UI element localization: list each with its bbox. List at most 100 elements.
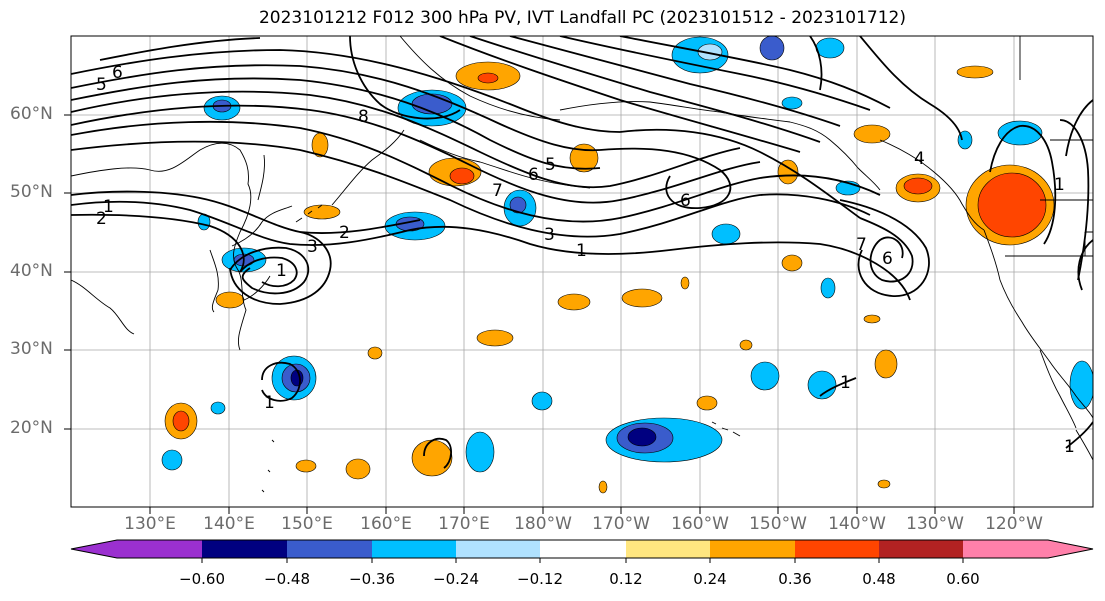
lat-label: 40°N <box>10 261 53 281</box>
positive-anomaly <box>739 339 753 351</box>
colorbar-bin <box>626 540 710 558</box>
positive-anomaly <box>345 458 371 480</box>
positive-anomaly <box>863 314 881 324</box>
contour-label: 7 <box>492 181 503 201</box>
contour-label: 1 <box>276 261 287 281</box>
colorbar-bin <box>372 540 456 558</box>
positive-anomaly <box>696 395 718 411</box>
positive-anomaly <box>367 346 383 360</box>
negative-anomaly <box>815 37 845 59</box>
contour-label: 4 <box>914 149 925 169</box>
colorbar-bin <box>456 540 540 558</box>
contour-label: 2 <box>96 209 107 229</box>
colorbar-bin <box>795 540 879 558</box>
positive-anomaly <box>477 72 499 84</box>
negative-anomaly <box>759 36 785 61</box>
positive-anomaly <box>781 254 803 272</box>
contour-label: 1 <box>1054 175 1065 195</box>
colorbar-bin <box>540 540 626 558</box>
positive-anomaly <box>874 349 898 379</box>
positive-anomaly <box>853 124 891 144</box>
positive-anomaly <box>877 479 891 489</box>
contour-label: 6 <box>882 249 893 269</box>
contour-label: 3 <box>307 237 318 257</box>
contour-label: 6 <box>528 165 539 185</box>
colorbar-bin <box>710 540 795 558</box>
lon-label: 160°E <box>360 514 412 534</box>
negative-anomaly <box>509 196 527 214</box>
contour-label: 1 <box>264 393 275 413</box>
negative-anomaly <box>750 361 780 391</box>
lat-label: 60°N <box>10 104 53 124</box>
contour-label: 7 <box>856 235 867 255</box>
map-title: 2023101212 F012 300 hPa PV, IVT Landfall… <box>258 8 906 28</box>
colorbar-bin <box>287 540 372 558</box>
contour-label: 1 <box>576 241 587 261</box>
lon-label: 140°E <box>203 514 255 534</box>
colorbar-tick-label: 0.36 <box>778 570 812 588</box>
colorbar <box>70 539 1094 563</box>
lon-label: 180°W <box>514 514 572 534</box>
lat-label: 30°N <box>10 339 53 359</box>
positive-anomaly <box>956 65 994 79</box>
lon-label: 130°W <box>906 514 964 534</box>
positive-anomaly <box>172 410 190 432</box>
lon-label: 120°W <box>985 514 1043 534</box>
lon-label: 170°W <box>592 514 650 534</box>
colorbar-extend-low <box>71 540 117 558</box>
positive-anomaly <box>215 291 245 309</box>
contour-label: 6 <box>112 63 123 83</box>
contour-labels: 6 5 8 1 2 3 2 1 7 6 5 6 3 1 7 6 1 1 1 1 … <box>96 63 1075 457</box>
positive-anomaly <box>777 159 799 185</box>
positive-anomaly <box>903 177 933 195</box>
positive-anomaly <box>476 329 514 347</box>
negative-anomaly <box>807 370 837 400</box>
colorbar-tick-label: 0.24 <box>693 570 727 588</box>
colorbar-outline <box>70 539 1094 559</box>
lon-label: 150°E <box>281 514 333 534</box>
colorbar-bin <box>963 540 1048 558</box>
positive-anomaly <box>295 459 317 473</box>
contour-label: 3 <box>544 225 555 245</box>
colorbar-tick-label: −0.36 <box>349 570 395 588</box>
colorbar-bin <box>202 540 287 558</box>
negative-anomaly <box>997 120 1043 146</box>
positive-anomaly <box>621 288 663 308</box>
lon-label: 130°E <box>124 514 176 534</box>
negative-anomaly <box>627 427 657 447</box>
colorbar-tick-label: 0.12 <box>609 570 643 588</box>
negative-anomaly <box>531 391 553 411</box>
contour-label: 8 <box>358 107 369 127</box>
positive-anomaly <box>449 167 475 185</box>
coastlines <box>71 36 1093 493</box>
positive-anomaly <box>680 276 690 290</box>
colorbar-tick-label: −0.12 <box>517 570 563 588</box>
contour-label: 1 <box>1064 437 1075 457</box>
negative-anomaly <box>711 223 741 245</box>
negative-anomaly <box>465 431 495 473</box>
lon-label: 160°W <box>671 514 729 534</box>
colorbar-tick-label: 0.48 <box>862 570 896 588</box>
axis-ticks <box>64 114 1015 514</box>
positive-anomaly <box>557 293 591 311</box>
colorbar-extend-high <box>1048 540 1093 558</box>
negative-anomaly <box>290 369 304 387</box>
colorbar-tick-label: 0.60 <box>946 570 980 588</box>
positive-anomaly <box>977 172 1047 238</box>
negative-anomaly <box>411 93 453 115</box>
colorbar-tick-label: −0.48 <box>264 570 310 588</box>
colorbar-tick-label: −0.60 <box>179 570 225 588</box>
lon-label: 170°E <box>438 514 490 534</box>
positive-anomaly <box>598 480 608 494</box>
colorbar-bin <box>879 540 963 558</box>
contour-label: 5 <box>545 155 556 175</box>
lat-label: 50°N <box>10 182 53 202</box>
colorbar-bin <box>117 540 202 558</box>
contour-label: 2 <box>339 223 350 243</box>
negative-anomaly <box>161 449 183 471</box>
lon-label: 140°W <box>828 514 886 534</box>
colorbar-tick-label: −0.24 <box>433 570 479 588</box>
lon-label: 150°W <box>749 514 807 534</box>
negative-anomaly <box>697 43 723 61</box>
